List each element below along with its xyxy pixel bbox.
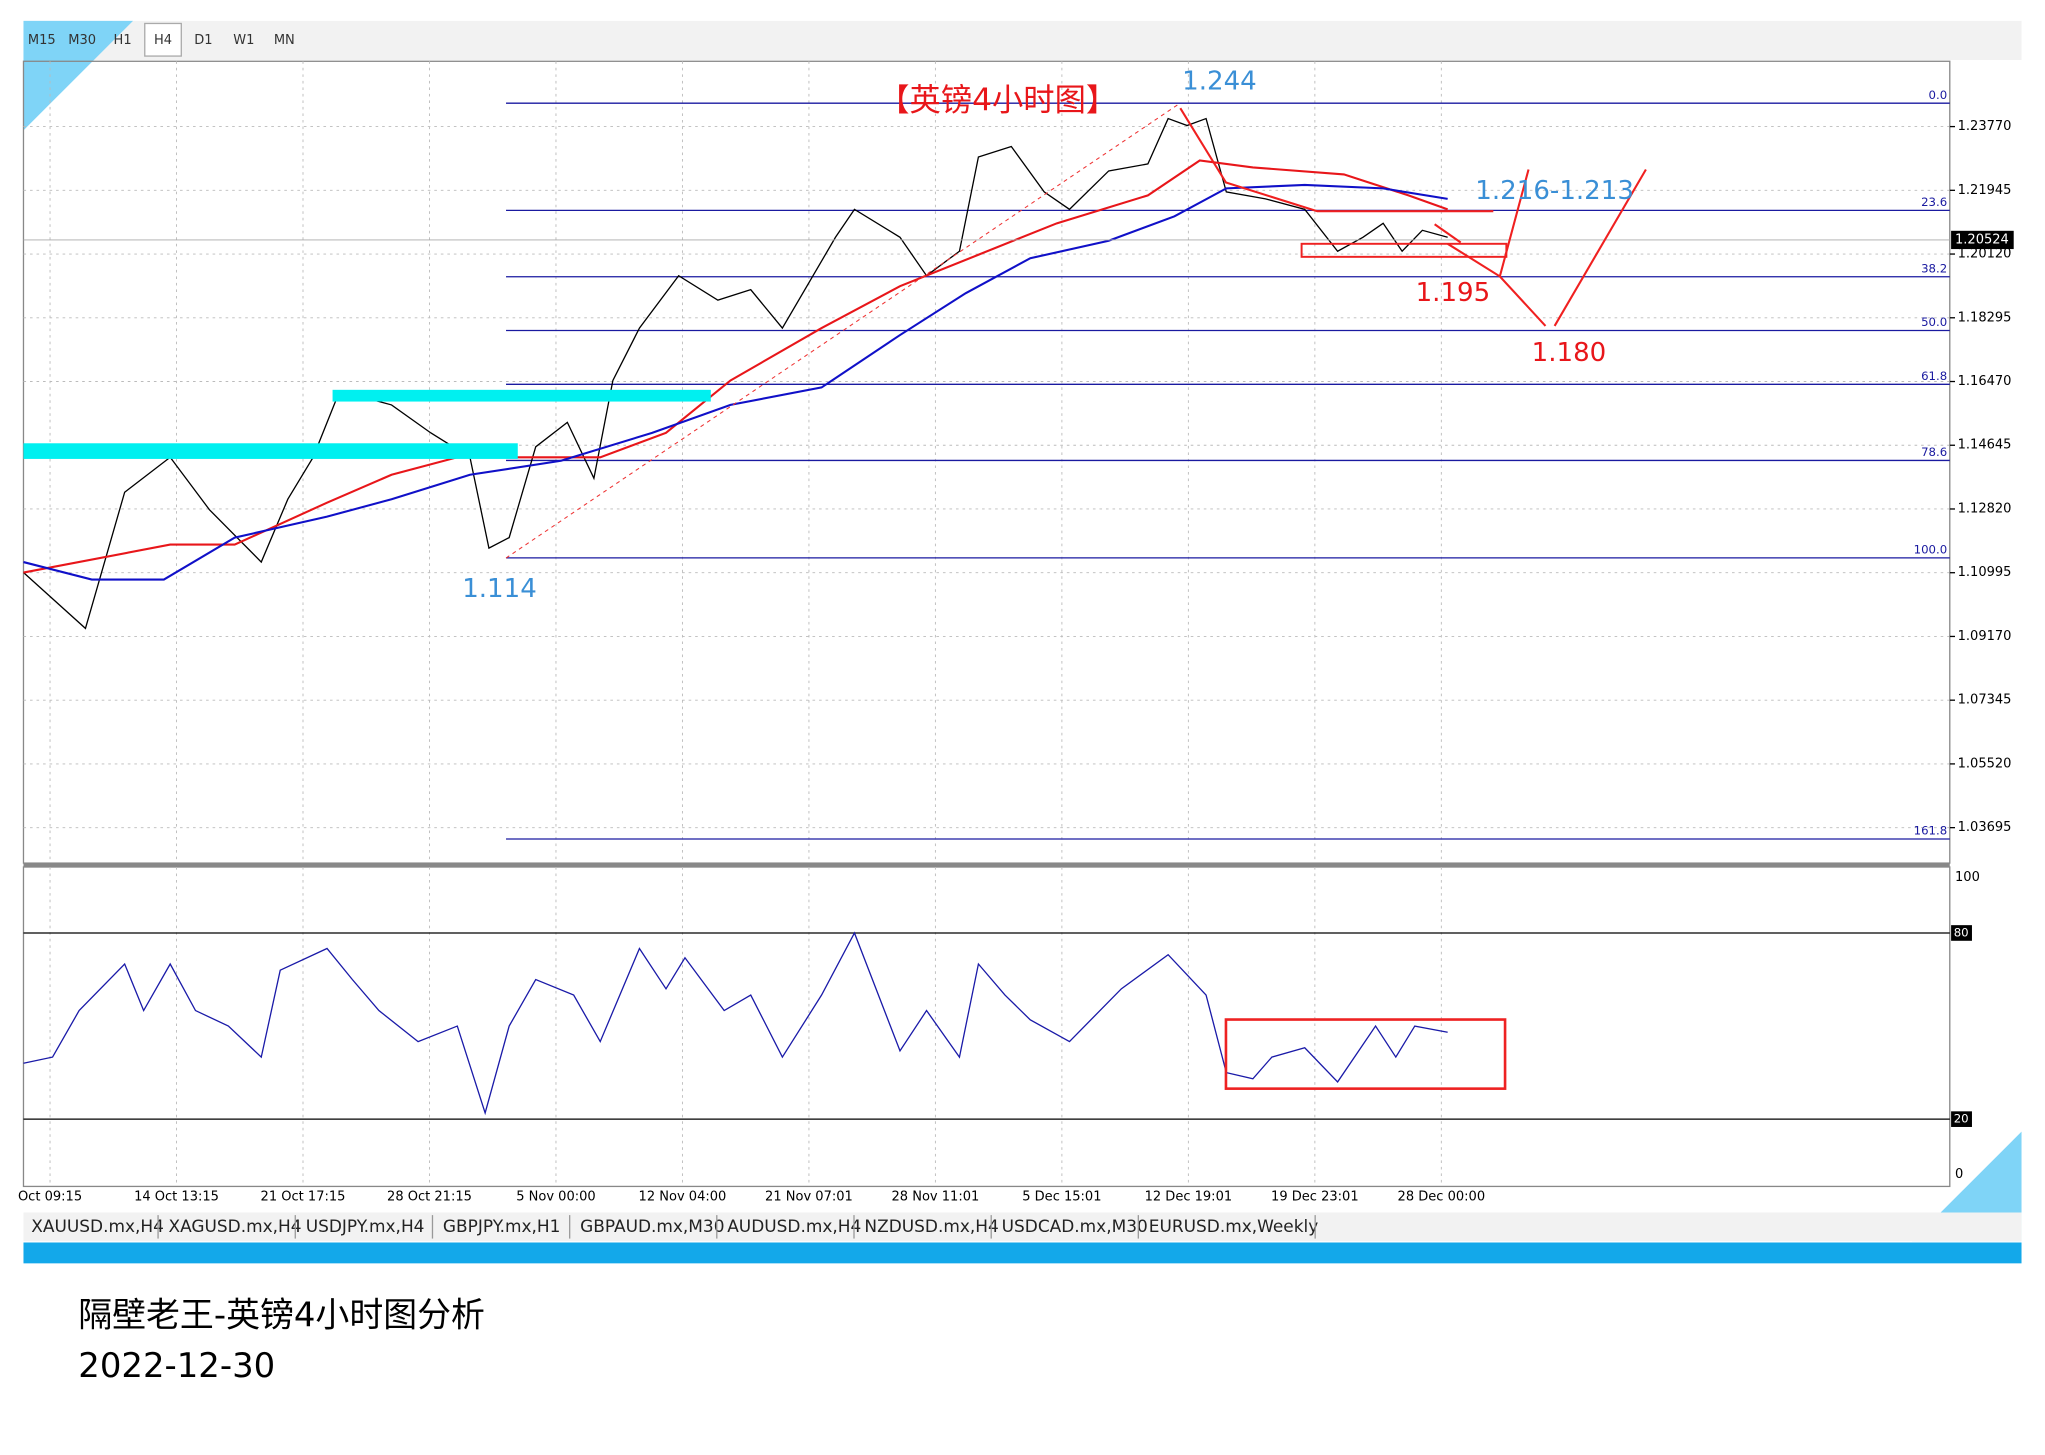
y-tick-label: 1.10995 [1958, 565, 2012, 580]
chart: 1.23770 1.21945 1.20120 1.18295 1.16470 1.146… [18, 61, 2014, 1204]
rsi-level-box [1951, 925, 1972, 941]
rsi-line [23, 931, 1448, 1116]
symbol-tab[interactable]: EURUSD.mx,Weekly [1149, 1216, 1319, 1236]
price-line [23, 159, 1449, 574]
fib-label: 38.2 [1921, 261, 1947, 275]
fib-label: 0.0 [1929, 88, 1948, 102]
timeframe-button[interactable]: H1 [114, 33, 132, 48]
timeframe-button[interactable]: M15 [28, 33, 56, 48]
timeframe-button[interactable]: H4 [154, 33, 172, 48]
active-button [144, 22, 182, 57]
x-tick-label: 19 Dec 23:01 [1271, 1189, 1359, 1204]
fib-label: 23.6 [1921, 195, 1947, 209]
x-tick-label: Oct 09:15 [18, 1189, 82, 1204]
y-tick-label: 1.21945 [1958, 183, 2012, 198]
arrow [1553, 168, 1647, 327]
y-tick-label: 1.12820 [1958, 501, 2012, 516]
rsi-level-box [1951, 1111, 1972, 1127]
rsi-tick-label: 80 [1954, 925, 1969, 939]
rsi-tick-label: 100 [1955, 870, 1980, 885]
x-tick-label: 28 Dec 00:00 [1398, 1189, 1486, 1204]
x-tick-label: 14 Oct 13:15 [134, 1189, 219, 1204]
x-tick-label: 5 Nov 00:00 [516, 1189, 595, 1204]
annotation: 1.180 [1532, 338, 1607, 368]
arrow [1498, 169, 1530, 277]
symbol-tab[interactable]: NZDUSD.mx,H4 [864, 1216, 998, 1236]
x-tick-label: 12 Nov 04:00 [639, 1189, 727, 1204]
fib-label: 50.0 [1921, 315, 1947, 329]
corner-decoration [23, 20, 134, 131]
y-tick-label: 1.07345 [1958, 693, 2012, 708]
symbol-tab[interactable]: AUDUSD.mx,H4 [727, 1216, 861, 1236]
symbol-tab[interactable]: XAGUSD.mx,H4 [169, 1216, 302, 1236]
arrow [1434, 223, 1462, 244]
price-line [23, 183, 1448, 581]
arrow [1179, 107, 1494, 213]
current-price-box [1951, 230, 2014, 250]
status-bar [23, 1242, 2022, 1264]
fib-baseline [505, 102, 1181, 559]
current-price-label: 1.20524 [1955, 232, 2009, 247]
rsi-box [1224, 1018, 1507, 1090]
forecast-arrows [1179, 107, 1647, 327]
y-tick-label: 1.23770 [1958, 119, 2012, 134]
fib-label: 78.6 [1921, 445, 1947, 459]
fib-label: 161.8 [1914, 824, 1948, 838]
toolbar [23, 20, 2022, 60]
annotation: 1.195 [1416, 278, 1491, 308]
caption-date: 2022-12-30 [78, 1346, 275, 1385]
x-tick-label: 28 Oct 21:15 [387, 1189, 472, 1204]
y-tick-label: 1.05520 [1958, 756, 2012, 771]
symbol-tab[interactable]: USDJPY.mx,H4 [306, 1216, 425, 1236]
annotation: 1.216-1.213 [1475, 176, 1634, 206]
y-tick-label: 1.18295 [1958, 310, 2012, 325]
y-tick-label: 1.16470 [1958, 374, 2012, 389]
x-tick-label: 12 Dec 19:01 [1145, 1189, 1233, 1204]
rsi-tick-label: 0 [1955, 1167, 1963, 1182]
caption-title: 隔壁老王-英镑4小时图分析 [78, 1295, 485, 1334]
timeframe-button[interactable]: M30 [68, 33, 96, 48]
timeframe-button[interactable]: D1 [194, 33, 212, 48]
y-tick-label: 1.09170 [1958, 629, 2012, 644]
x-tick-label: 21 Oct 17:15 [261, 1189, 346, 1204]
x-tick-label: 5 Dec 15:01 [1022, 1189, 1101, 1204]
tab-bar [23, 1212, 2022, 1242]
rsi-tick-label: 20 [1954, 1112, 1969, 1126]
y-tick-label: 1.14645 [1958, 438, 2012, 453]
chart-title: 【英镑4小时图】 [878, 83, 1117, 119]
fib-label: 100.0 [1914, 543, 1948, 557]
resistance-zone [332, 389, 711, 402]
annotation: 1.114 [462, 574, 537, 604]
annotation: 1.244 [1182, 67, 1257, 97]
x-tick-label: 21 Nov 07:01 [765, 1189, 853, 1204]
symbol-tab[interactable]: GBPJPY.mx,H1 [443, 1216, 561, 1236]
x-tick-label: 28 Nov 11:01 [892, 1189, 980, 1204]
fib-label: 61.8 [1921, 369, 1947, 383]
timeframe-button[interactable]: MN [274, 33, 295, 48]
timeframe-button[interactable]: W1 [233, 33, 254, 48]
symbol-tab[interactable]: XAUUSD.mx,H4 [31, 1216, 164, 1236]
y-tick-label: 1.03695 [1958, 820, 2012, 835]
symbol-tab[interactable]: USDCAD.mx,M30 [1002, 1216, 1148, 1236]
y-tick-label: 1.20120 [1958, 247, 2012, 262]
price-line [23, 117, 1448, 630]
symbol-tab[interactable]: GBPAUD.mx,M30 [580, 1216, 724, 1236]
resistance-zone [23, 443, 518, 459]
